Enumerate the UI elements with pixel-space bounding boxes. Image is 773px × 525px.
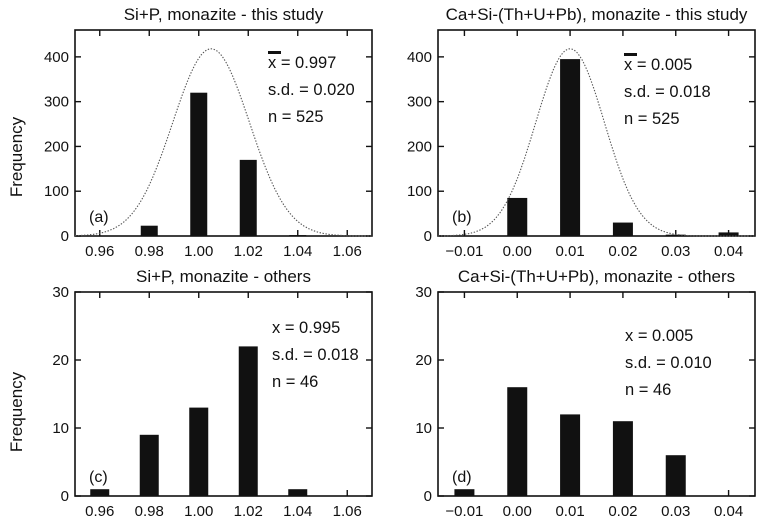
histogram-bar <box>190 92 208 237</box>
mean-overbar <box>268 51 281 54</box>
sd-label: s.d. = 0.020 <box>268 81 355 99</box>
x-tick-label: 1.00 <box>184 503 213 520</box>
histogram-bar <box>507 387 528 496</box>
panel-letter: (b) <box>452 209 472 226</box>
mean-label: x = 0.005 <box>625 327 693 345</box>
x-tick-label: 0.03 <box>661 503 690 520</box>
x-tick-label: 0.03 <box>661 243 690 260</box>
histogram-bar <box>239 159 257 236</box>
x-tick-label: 0.96 <box>85 503 114 520</box>
histogram-bar <box>238 346 258 496</box>
histogram-bar <box>612 222 633 236</box>
y-tick-label: 30 <box>415 284 432 301</box>
x-tick-label: 0.00 <box>503 503 532 520</box>
histogram-bar <box>289 235 307 237</box>
histogram-bar <box>612 421 633 496</box>
mean-label: x = 0.995 <box>272 319 340 337</box>
x-tick-label: 1.02 <box>234 243 263 260</box>
x-tick-label: 1.00 <box>184 243 213 260</box>
x-tick-label: 0.01 <box>555 503 584 520</box>
histogram-bar <box>189 407 209 496</box>
mean-overbar <box>624 53 637 56</box>
histogram-bar <box>665 234 686 236</box>
plot-frame <box>74 29 373 237</box>
sd-label: s.d. = 0.010 <box>625 354 712 372</box>
normal-fit-curve <box>74 48 372 237</box>
n-label: n = 525 <box>268 108 324 126</box>
x-tick-label: 0.04 <box>714 503 743 520</box>
histogram-bar <box>139 434 159 496</box>
n-label: n = 46 <box>272 373 318 391</box>
y-axis-label-bottom: Frequency <box>7 371 26 452</box>
normal-fit-curve <box>438 48 755 237</box>
y-tick-label: 100 <box>407 183 432 200</box>
x-tick-label: 1.06 <box>333 243 362 260</box>
plot-frame <box>437 291 756 497</box>
y-tick-label: 10 <box>52 420 69 437</box>
y-tick-label: 100 <box>44 183 69 200</box>
sd-label: s.d. = 0.018 <box>624 83 711 101</box>
panel-d: Ca+Si-(Th+U+Pb), monazite - others 0 10 20 3… <box>415 267 756 520</box>
y-tick-label: 400 <box>407 49 432 66</box>
y-tick-label: 10 <box>415 420 432 437</box>
x-tick-label: −0.01 <box>445 243 483 260</box>
x-tick-label: 1.06 <box>333 503 362 520</box>
y-tick-label: 20 <box>415 352 432 369</box>
y-tick-label: 20 <box>52 352 69 369</box>
y-tick-label: 300 <box>44 94 69 111</box>
x-tick-label: 0.04 <box>714 243 743 260</box>
panel-letter: (c) <box>89 469 108 486</box>
x-tick-label: −0.01 <box>445 503 483 520</box>
x-tick-label: 1.02 <box>234 503 263 520</box>
panel-letter: (a) <box>89 209 109 226</box>
panel-title: Ca+Si-(Th+U+Pb), monazite - this study <box>446 5 748 24</box>
x-tick-label: 1.04 <box>283 503 312 520</box>
plot-frame <box>437 29 756 237</box>
sd-label: s.d. = 0.018 <box>272 346 359 364</box>
x-tick-label: 0.98 <box>135 503 164 520</box>
mean-label: x = 0.005 <box>624 56 692 74</box>
n-label: n = 46 <box>625 381 671 399</box>
x-tick-label: 0.01 <box>555 243 584 260</box>
y-tick-label: 200 <box>407 138 432 155</box>
y-tick-label: 0 <box>61 228 69 245</box>
x-tick-label: 0.98 <box>135 243 164 260</box>
y-tick-label: 30 <box>52 284 69 301</box>
panel-a: Si+P, monazite - this study 0 100 200 300 400… <box>44 5 373 260</box>
panel-title: Ca+Si-(Th+U+Pb), monazite - others <box>458 267 735 286</box>
histogram-bar <box>718 232 739 236</box>
x-tick-label: 0.00 <box>503 243 532 260</box>
histogram-bar <box>665 455 686 496</box>
y-tick-label: 0 <box>424 488 432 505</box>
x-tick-label: 0.02 <box>608 503 637 520</box>
panel-c: Si+P, monazite - others 0 10 20 30 0.96 0.98 1.… <box>52 267 373 520</box>
panel-title: Si+P, monazite - others <box>136 267 311 286</box>
y-axis-label-top: Frequency <box>7 116 26 197</box>
histogram-bar <box>560 414 581 496</box>
histogram-bar <box>560 59 581 236</box>
n-label: n = 525 <box>624 110 680 128</box>
plot-frame <box>74 291 373 497</box>
y-tick-label: 0 <box>424 228 432 245</box>
histogram-bar <box>288 489 308 496</box>
x-tick-label: 0.02 <box>608 243 637 260</box>
y-tick-label: 200 <box>44 138 69 155</box>
histogram-bar <box>140 225 158 236</box>
panel-letter: (d) <box>452 469 472 486</box>
histogram-bar <box>507 197 528 236</box>
x-tick-label: 1.04 <box>283 243 312 260</box>
panel-title: Si+P, monazite - this study <box>124 5 324 24</box>
mean-label: x = 0.997 <box>268 54 336 72</box>
y-tick-label: 300 <box>407 94 432 111</box>
panel-b: Ca+Si-(Th+U+Pb), monazite - this study 0 1… <box>407 5 756 260</box>
x-tick-label: 0.96 <box>85 243 114 260</box>
histogram-bar <box>90 489 110 496</box>
y-tick-label: 0 <box>61 488 69 505</box>
y-tick-label: 400 <box>44 49 69 66</box>
histogram-bar <box>454 489 475 496</box>
